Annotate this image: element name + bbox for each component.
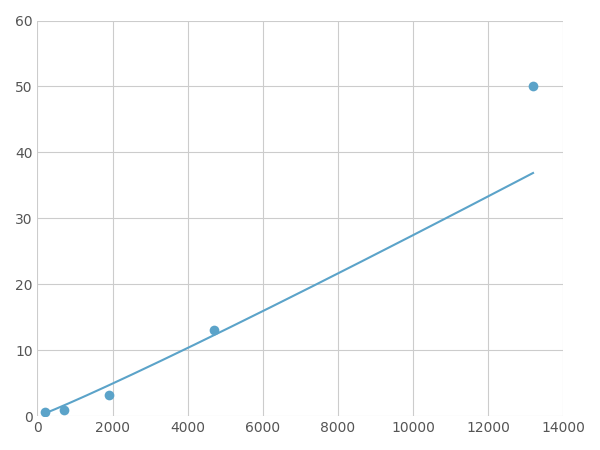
Point (104, 392, 113, 399)
Point (528, 83, 538, 90)
Point (209, 327, 219, 334)
Point (40, 408, 50, 415)
Point (59, 406, 68, 413)
